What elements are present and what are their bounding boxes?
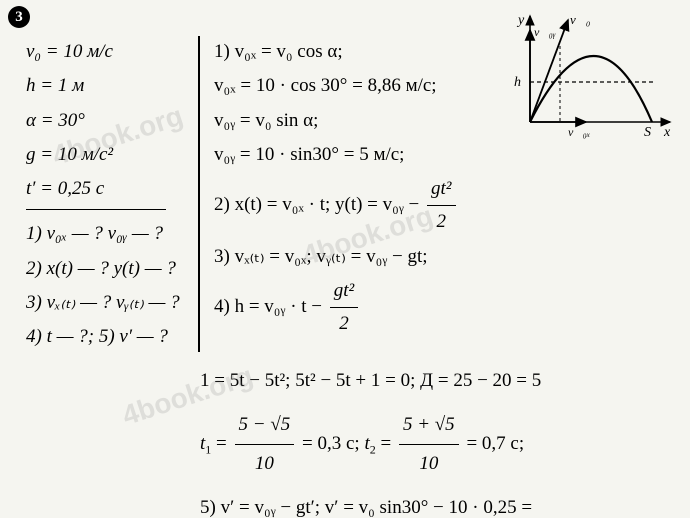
t2-value: = 0,7 с; (466, 433, 524, 454)
sol-2-fraction: gt² 2 (427, 173, 455, 239)
sol-4-fraction: gt² 2 (330, 275, 358, 341)
sol-2: 2) x(t) = v₀ₓ · t; y(t) = v₀ᵧ − gt² 2 (214, 173, 676, 239)
worked-problem-page: 3 4book.org 4book.org 4book.org y x h S … (0, 0, 690, 518)
frac-den: 2 (330, 308, 358, 340)
s-label: S (644, 125, 651, 140)
sol-2-text: 2) x(t) = v₀ₓ · t; y(t) = v₀ᵧ − (214, 194, 424, 215)
v0-label: v⃗₀ (570, 12, 590, 27)
sol-roots: t1 = 5 − √5 10 = 0,3 с; t2 = 5 + √5 10 =… (200, 406, 676, 483)
given-h: h = 1 м (26, 70, 186, 102)
question-1: 1) v₀ₓ — ? v₀ᵧ — ? (26, 218, 186, 250)
h-label: h (514, 75, 521, 90)
question-3: 3) vₓ₍ₜ₎ — ? vᵧ₍ₜ₎ — ? (26, 287, 186, 319)
t2-fraction: 5 + √5 10 (399, 406, 459, 483)
frac-num: gt² (330, 275, 358, 308)
sol-4: 4) h = v₀ᵧ · t − gt² 2 (214, 275, 676, 341)
sol-5: 5) v′ = v₀ᵧ − gt′; v′ = v₀ sin30° − 10 ·… (200, 489, 676, 518)
y-axis-label: y (516, 13, 525, 28)
frac-den: 10 (399, 445, 459, 483)
v0y-label: v⃗₀ᵧ (534, 25, 556, 39)
given-column: v₀ = 10 м/с h = 1 м α = 30° g = 10 м/с² … (26, 34, 198, 356)
frac-num: 5 + √5 (399, 406, 459, 445)
sol-3: 3) vₓ₍ₜ₎ = v₀ₓ; vᵧ₍ₜ₎ = v₀ᵧ − gt; (214, 241, 676, 273)
x-axis-label: x (663, 125, 671, 140)
given-v0: v₀ = 10 м/с (26, 36, 186, 68)
t1-value: = 0,3 с; (302, 433, 364, 454)
sol-quadratic: 1 = 5t − 5t²; 5t² − 5t + 1 = 0; Д = 25 −… (200, 362, 676, 400)
given-tprime: t′ = 0,25 с (26, 173, 186, 205)
sol-1d: v₀ᵧ = 10 · sin30° = 5 м/с; (214, 139, 676, 171)
t1-fraction: 5 − √5 10 (235, 406, 295, 483)
frac-den: 2 (427, 206, 455, 238)
trajectory-curve (530, 56, 652, 122)
trajectory-diagram: y x h S v⃗₀ v⃗₀ᵧ v⃗₀ₓ (496, 10, 676, 140)
problem-number-badge: 3 (8, 6, 30, 28)
frac-num: 5 − √5 (235, 406, 295, 445)
question-2: 2) x(t) — ? y(t) — ? (26, 253, 186, 285)
given-separator (26, 209, 166, 210)
question-4-5: 4) t — ?; 5) v′ — ? (26, 321, 186, 353)
frac-num: gt² (427, 173, 455, 206)
given-alpha: α = 30° (26, 105, 186, 137)
v0x-label: v⃗₀ₓ (568, 125, 590, 139)
frac-den: 10 (235, 445, 295, 483)
solution-continuation: 1 = 5t − 5t²; 5t² − 5t + 1 = 0; Д = 25 −… (200, 362, 676, 518)
sol-4-text: 4) h = v₀ᵧ · t − (214, 296, 327, 317)
given-g: g = 10 м/с² (26, 139, 186, 171)
